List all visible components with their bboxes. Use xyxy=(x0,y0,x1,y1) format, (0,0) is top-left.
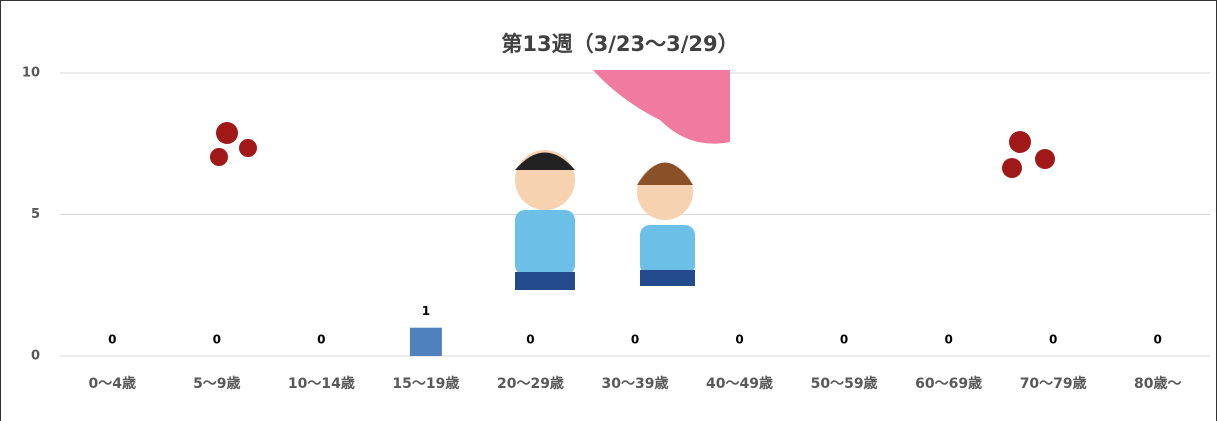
value-label: 0 xyxy=(631,333,639,347)
chart-title: 第13週（3/23～3/29） xyxy=(501,32,738,56)
y-tick-label: 5 xyxy=(31,207,40,222)
value-label: 0 xyxy=(1154,333,1162,347)
x-tick-label: 60～69歳 xyxy=(915,375,982,392)
value-label: 0 xyxy=(735,333,743,347)
y-tick-label: 0 xyxy=(31,349,40,364)
x-tick-label: 80歳～ xyxy=(1134,375,1181,392)
value-label: 0 xyxy=(840,333,848,347)
value-label: 0 xyxy=(1049,333,1057,347)
x-tick-label: 50～59歳 xyxy=(811,375,878,392)
x-tick-label: 15～19歳 xyxy=(392,375,459,392)
value-label: 0 xyxy=(526,333,534,347)
x-tick-label: 40～49歳 xyxy=(706,375,773,392)
y-tick-label: 10 xyxy=(22,66,40,81)
decoration xyxy=(210,70,1055,290)
value-label: 0 xyxy=(944,333,952,347)
value-label: 0 xyxy=(317,333,325,347)
x-tick-label: 30～39歳 xyxy=(602,375,669,392)
x-tick-label: 5～9歳 xyxy=(193,375,240,392)
value-label: 1 xyxy=(422,304,430,318)
x-tick-label: 10～14歳 xyxy=(288,375,355,392)
value-label: 0 xyxy=(213,333,221,347)
x-tick-label: 70～79歳 xyxy=(1020,375,1087,392)
value-label: 0 xyxy=(108,333,116,347)
x-tick-label: 0～4歳 xyxy=(89,375,136,392)
x-tick-label: 20～29歳 xyxy=(497,375,564,392)
bar xyxy=(410,328,442,356)
chart: 第13週（3/23～3/29） 05100～4歳05～9歳010～14歳015～… xyxy=(0,0,1217,421)
chart-frame xyxy=(1,1,1217,421)
